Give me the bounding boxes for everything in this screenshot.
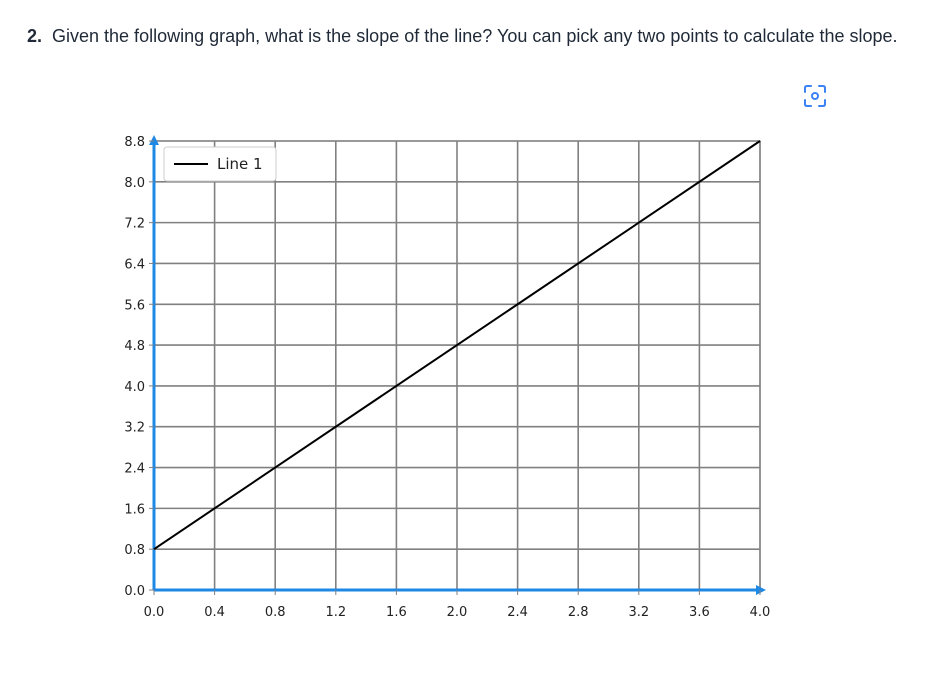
y-axis-arrow bbox=[149, 135, 159, 145]
x-tick-label: 2.0 bbox=[447, 605, 468, 620]
y-tick-label: 4.8 bbox=[124, 339, 145, 354]
x-tick-label: 0.4 bbox=[204, 605, 225, 620]
question-text-block: 2. Given the following graph, what is the… bbox=[27, 24, 898, 48]
scan-image-button[interactable] bbox=[802, 83, 828, 109]
x-tick-label: 1.6 bbox=[386, 605, 407, 620]
scan-focus-icon bbox=[804, 85, 826, 107]
x-tick-label: 3.6 bbox=[689, 605, 710, 620]
x-axis-arrow bbox=[756, 585, 766, 595]
question-prompt: Given the following graph, what is the s… bbox=[52, 26, 898, 46]
axes bbox=[149, 135, 766, 595]
series-line bbox=[153, 140, 761, 551]
y-tick-label: 3.2 bbox=[124, 421, 145, 436]
tick-labels: 0.0 0.4 0.8 1.2 1.6 2.0 2.4 2.8 3.2 3.6 4.0 0.0 0.8 1… bbox=[124, 135, 770, 620]
y-tick-label: 4.0 bbox=[124, 380, 145, 395]
series-lines bbox=[153, 140, 761, 551]
y-tick-label: 8.0 bbox=[124, 176, 145, 191]
x-tick-label: 2.4 bbox=[507, 605, 528, 620]
x-tick-label: 0.0 bbox=[144, 605, 165, 620]
x-tick-label: 3.2 bbox=[628, 605, 649, 620]
y-tick-label: 5.6 bbox=[124, 298, 145, 313]
x-tick-label: 2.8 bbox=[568, 605, 589, 620]
legend-box bbox=[163, 146, 277, 182]
grid-lines bbox=[153, 140, 761, 591]
legend-label: Line 1 bbox=[217, 155, 263, 173]
y-tick-label: 7.2 bbox=[124, 217, 145, 232]
y-tick-label: 0.0 bbox=[124, 584, 145, 599]
y-tick-label: 0.8 bbox=[124, 543, 145, 558]
x-tick-label: 4.0 bbox=[750, 605, 771, 620]
x-tick-label: 1.2 bbox=[325, 605, 346, 620]
y-tick-label: 6.4 bbox=[124, 257, 145, 272]
y-tick-label: 2.4 bbox=[124, 462, 145, 477]
y-tick-label: 1.6 bbox=[124, 502, 145, 517]
x-tick-label: 0.8 bbox=[265, 605, 286, 620]
y-tick-label: 8.8 bbox=[124, 135, 145, 150]
legend: Line 1 bbox=[163, 146, 277, 182]
question-number: 2. bbox=[27, 26, 43, 46]
